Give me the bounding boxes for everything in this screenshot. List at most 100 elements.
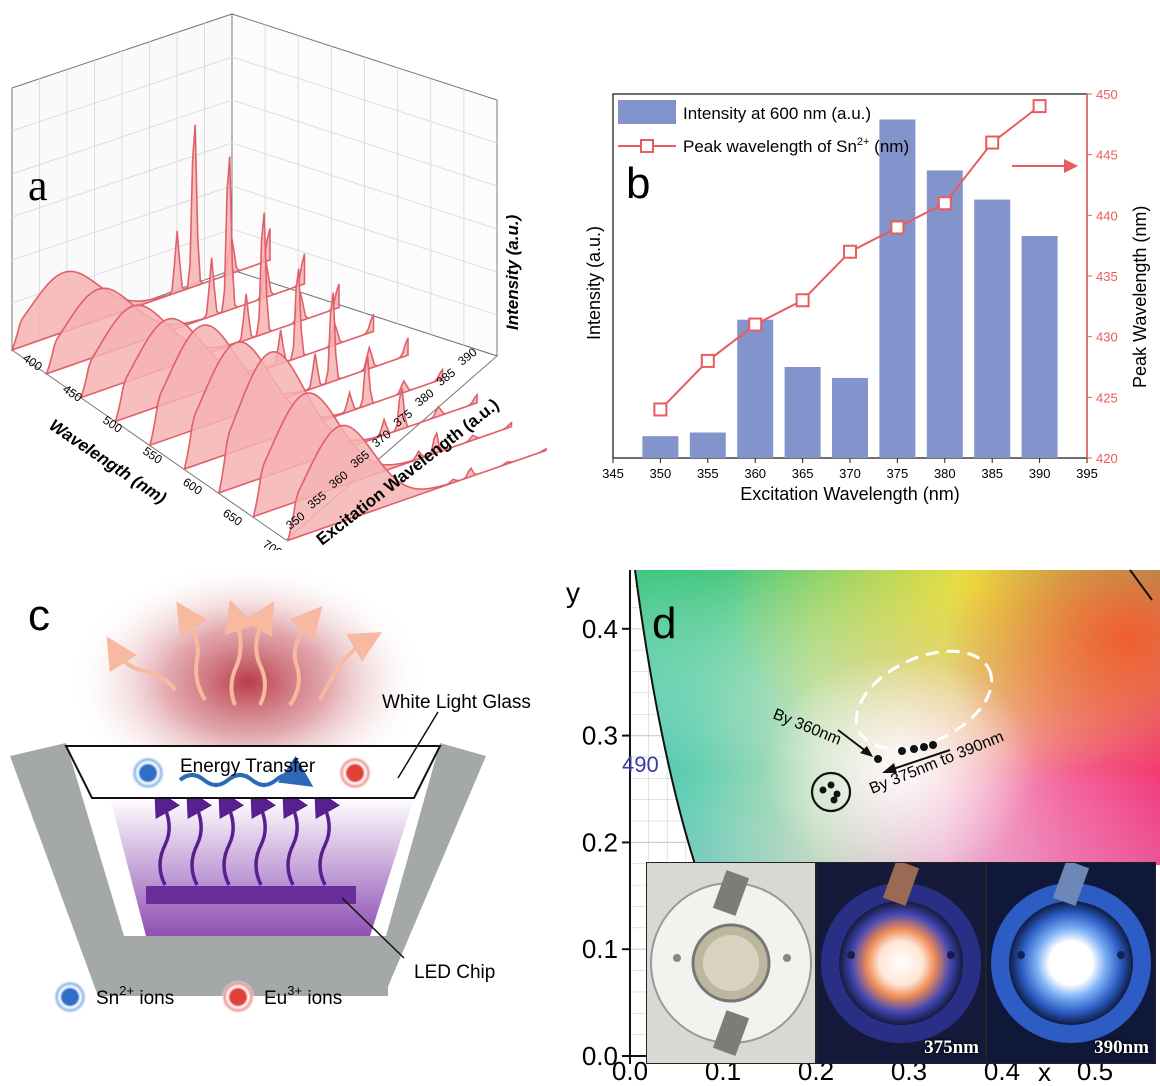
legend-sn-icon xyxy=(53,980,87,1014)
y2-tick-label: 420 xyxy=(1096,451,1118,466)
legend-sn-label: Sn2+ ions xyxy=(96,983,174,1009)
axis-arrow-head xyxy=(1064,159,1078,173)
grid-lines xyxy=(11,23,498,346)
x-tick-label: 395 xyxy=(1076,466,1098,481)
panel-c: c Energy Transfer White Light Gla xyxy=(0,550,560,1081)
panel-d: 0.0 0.1 0.2 0.3 0.4 0.0 0.1 0.2 0.3 0.4 0.5 y x d… xyxy=(540,560,1160,1086)
photo-caption-390: 390nm xyxy=(1094,1037,1149,1058)
cluster-circle xyxy=(810,771,852,813)
panel-a: 400 450 500 550 600 650 700 350 355 360 365 370 375… xyxy=(0,0,560,560)
peak-marker-355 xyxy=(700,353,715,368)
x-tick-label: 360 xyxy=(744,466,766,481)
x-tick-label: 385 xyxy=(981,466,1003,481)
cie-color-region xyxy=(635,570,1160,880)
y2-tick-label: 435 xyxy=(1096,269,1118,284)
panel-b-label: b xyxy=(626,159,650,208)
locus-label-490: 490 xyxy=(622,752,659,777)
y-ticks: 0.0 0.1 0.2 0.3 0.4 xyxy=(582,614,630,1071)
legend-bar-label: Intensity at 600 nm (a.u.) xyxy=(683,104,871,123)
x-axis-label: x xyxy=(1038,1057,1051,1081)
y-tick-label: 0.1 xyxy=(582,934,618,964)
panel-c-label: c xyxy=(28,591,50,640)
white-region-ellipse xyxy=(854,649,994,751)
y-tick-label: 0.2 xyxy=(582,827,618,857)
x-ticks: 345 350 355 360 365 370 375 380 385 390 395 xyxy=(602,458,1098,481)
y2-tick-label: 425 xyxy=(1096,390,1118,405)
energy-transfer-label: Energy Transfer xyxy=(180,756,316,777)
y2-tick-label: 450 xyxy=(1096,87,1118,102)
bar-360 xyxy=(737,319,774,458)
peak-marker-375 xyxy=(890,220,905,235)
bar-380 xyxy=(926,170,963,458)
chip-label: LED Chip xyxy=(414,962,495,983)
bar-365 xyxy=(784,367,821,458)
grid-line xyxy=(11,99,233,175)
y-axis-label: y xyxy=(566,577,580,608)
bar-375 xyxy=(879,119,916,458)
panel-a-label: a xyxy=(28,161,48,210)
legend-eu-label: Eu3+ ions xyxy=(264,983,342,1009)
grid-line xyxy=(231,56,498,144)
glass-label: White Light Glass xyxy=(382,692,531,713)
x-tick-label: 390 xyxy=(1029,466,1051,481)
led-cavity xyxy=(110,798,414,936)
spectrum-trace-350 xyxy=(286,424,547,542)
grid-line xyxy=(231,142,498,230)
annot-360-arrowhead xyxy=(860,746,873,757)
led-cup-left-wall xyxy=(10,743,154,996)
chip-pointer xyxy=(341,897,405,959)
panel-c-schematic: c Energy Transfer White Light Gla xyxy=(10,550,531,1014)
x-tick-label: 380 xyxy=(934,466,956,481)
photo-led-off xyxy=(646,862,816,1064)
legend-line-marker xyxy=(640,139,654,153)
led-chip xyxy=(146,886,356,904)
peak-line xyxy=(653,99,1047,417)
x-tick-label: 370 xyxy=(839,466,861,481)
peak-marker-370 xyxy=(843,244,857,259)
cie-points xyxy=(819,741,937,804)
y2-tick-label: 440 xyxy=(1096,208,1118,223)
wavelength-tick-label: 700 xyxy=(260,537,285,550)
x-tick-label: 350 xyxy=(650,466,672,481)
y2-axis-label: Peak Wavelength (nm) xyxy=(1130,206,1150,388)
sn-ion-icon xyxy=(131,756,165,790)
glass-pointer xyxy=(397,711,439,779)
emitted-light-glow xyxy=(68,550,428,790)
grid-line xyxy=(231,228,498,316)
peak-marker-390 xyxy=(1032,99,1047,114)
spectral-locus-boundary xyxy=(634,569,701,881)
annot-range-arrow xyxy=(889,749,951,771)
y2-tick-label: 430 xyxy=(1096,330,1118,345)
x-axis-label: Excitation Wavelength (nm) xyxy=(740,484,959,504)
grid-line xyxy=(11,56,233,132)
peak-marker-365 xyxy=(795,293,810,308)
y2-tick-label: 445 xyxy=(1096,148,1118,163)
legend-eu-icon xyxy=(221,980,255,1014)
grid-line xyxy=(231,185,498,273)
y-tick-label: 0.3 xyxy=(582,721,618,751)
bar-350 xyxy=(642,436,679,458)
emitted-light-arrows xyxy=(106,599,382,707)
panel-b: 345 350 355 360 365 370 375 380 385 390 395 420 425… xyxy=(560,0,1160,550)
bar-390 xyxy=(1021,235,1058,458)
peak-marker-380 xyxy=(937,196,952,211)
photo-375nm: 375nm xyxy=(816,862,986,1064)
y2-ticks: 420 425 430 435 440 445 450 xyxy=(1086,87,1118,466)
bar-370 xyxy=(832,377,868,458)
peak-marker-350 xyxy=(653,402,668,417)
annot-range-arrowhead xyxy=(882,763,897,773)
peak-marker-360 xyxy=(748,317,763,332)
y-axis-label: Intensity (a.u.) xyxy=(584,226,604,340)
grid-line xyxy=(231,99,498,187)
x-tick-label: 375 xyxy=(887,466,909,481)
peak-marker-385 xyxy=(985,135,1000,150)
photo-caption-375: 375nm xyxy=(924,1037,979,1058)
eu-ion-icon xyxy=(338,756,372,790)
bars xyxy=(642,119,1058,458)
x-tick-label: 0.0 xyxy=(612,1056,648,1081)
z-axis-label: Intensity (a.u.) xyxy=(503,214,522,330)
locus-top-edge xyxy=(1129,569,1153,601)
energy-transfer-arrow xyxy=(178,755,314,787)
panel-d-cie-diagram: 0.00.10.20.30.4 0.0 0.1 0.2 0.3 0.4 0.5 y x d… xyxy=(566,569,1160,1086)
